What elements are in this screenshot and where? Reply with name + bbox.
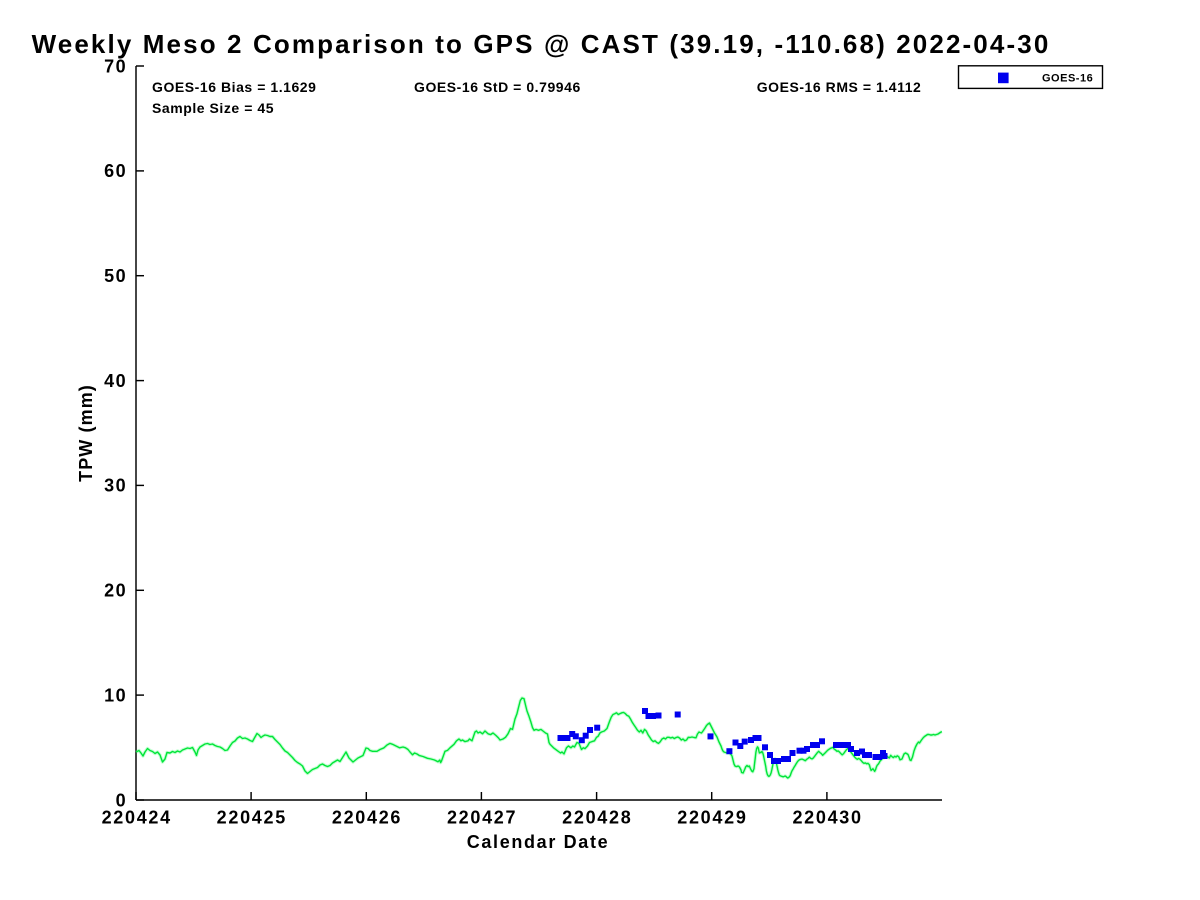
svg-text:30: 30 — [104, 476, 127, 496]
svg-text:Calendar Date: Calendar Date — [467, 832, 610, 852]
svg-text:Weekly Meso 2 Comparison to GP: Weekly Meso 2 Comparison to GPS @ CAST (… — [32, 29, 1051, 59]
svg-text:220426: 220426 — [332, 808, 402, 828]
svg-text:220429: 220429 — [677, 808, 747, 828]
svg-text:220428: 220428 — [562, 808, 632, 828]
svg-text:Sample Size = 45: Sample Size = 45 — [152, 100, 274, 116]
svg-text:GOES-16 RMS = 1.4112: GOES-16 RMS = 1.4112 — [757, 79, 922, 95]
svg-text:0: 0 — [116, 790, 127, 810]
svg-text:GOES-16 Bias = 1.1629: GOES-16 Bias = 1.1629 — [152, 79, 316, 95]
svg-text:GOES-16 StD = 0.79946: GOES-16 StD = 0.79946 — [414, 79, 581, 95]
svg-text:50: 50 — [104, 266, 127, 286]
svg-text:220425: 220425 — [217, 808, 287, 828]
svg-text:20: 20 — [104, 581, 127, 601]
svg-text:220430: 220430 — [792, 808, 862, 828]
svg-text:40: 40 — [104, 371, 127, 391]
svg-text:TPW (mm): TPW (mm) — [76, 384, 96, 482]
svg-text:220424: 220424 — [102, 808, 172, 828]
svg-text:GOES-16: GOES-16 — [1042, 73, 1093, 85]
svg-text:70: 70 — [104, 56, 127, 76]
svg-text:10: 10 — [104, 685, 127, 705]
svg-text:220427: 220427 — [447, 808, 517, 828]
svg-text:60: 60 — [104, 161, 127, 181]
